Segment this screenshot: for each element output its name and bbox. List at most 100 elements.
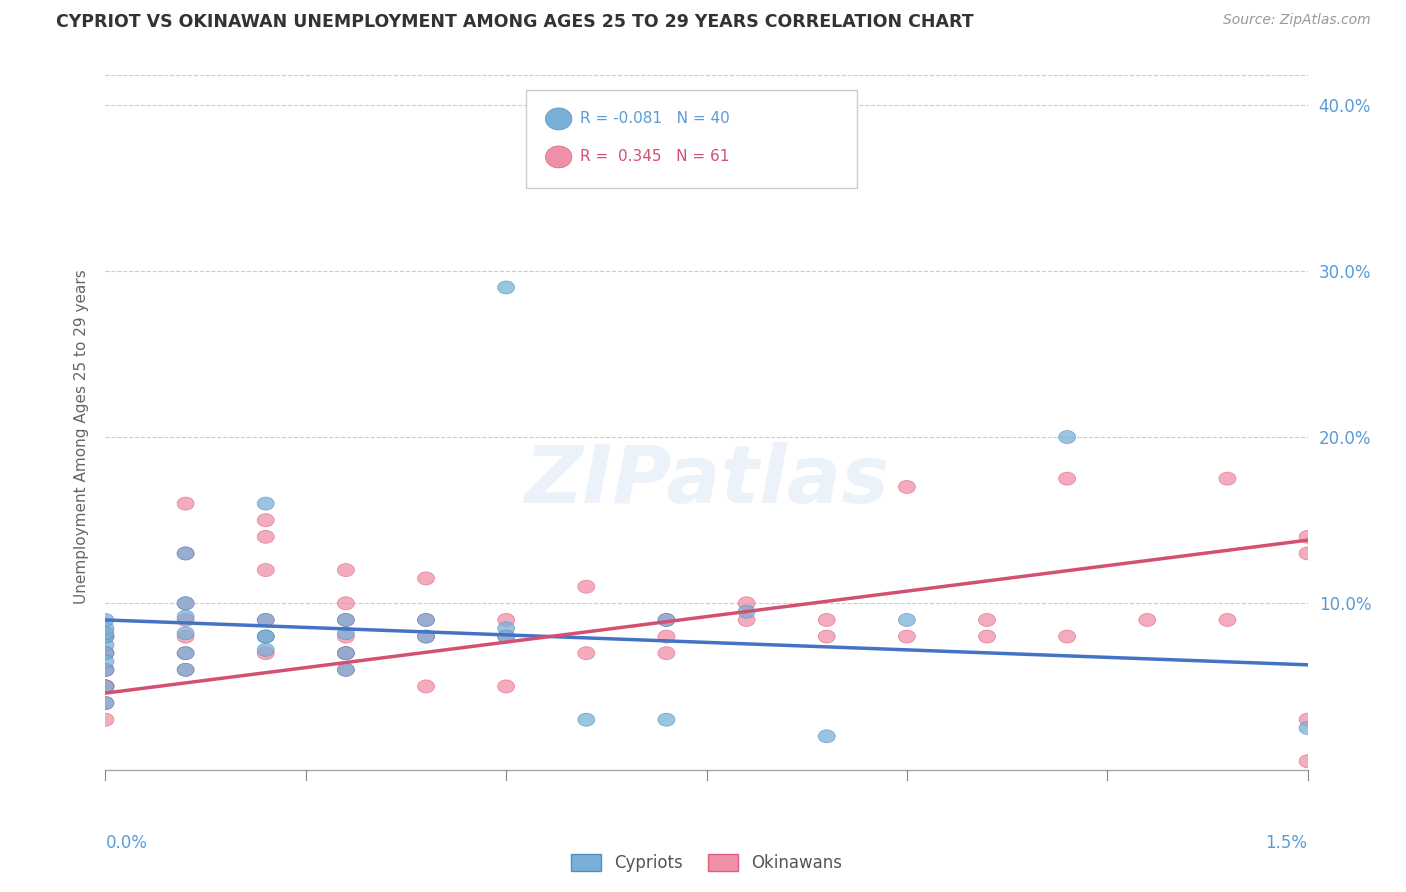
Ellipse shape [177, 610, 194, 624]
Ellipse shape [1059, 431, 1076, 443]
Ellipse shape [177, 497, 194, 510]
Ellipse shape [546, 146, 572, 168]
Ellipse shape [97, 639, 114, 651]
Ellipse shape [177, 647, 194, 660]
Ellipse shape [97, 630, 114, 643]
Ellipse shape [337, 614, 354, 626]
Ellipse shape [578, 580, 595, 593]
Ellipse shape [97, 655, 114, 668]
Ellipse shape [337, 597, 354, 610]
Ellipse shape [97, 697, 114, 709]
Ellipse shape [818, 730, 835, 743]
Ellipse shape [177, 547, 194, 560]
Ellipse shape [177, 647, 194, 660]
Ellipse shape [177, 614, 194, 626]
Ellipse shape [177, 627, 194, 640]
Ellipse shape [257, 647, 274, 660]
Legend: Cypriots, Okinawans: Cypriots, Okinawans [564, 847, 849, 879]
Ellipse shape [979, 614, 995, 626]
Ellipse shape [658, 714, 675, 726]
Text: R = -0.081   N = 40: R = -0.081 N = 40 [581, 112, 730, 127]
Ellipse shape [738, 597, 755, 610]
Ellipse shape [97, 630, 114, 643]
Ellipse shape [546, 108, 572, 130]
Ellipse shape [498, 614, 515, 626]
Ellipse shape [97, 647, 114, 660]
Ellipse shape [498, 622, 515, 635]
Ellipse shape [498, 680, 515, 693]
Ellipse shape [97, 680, 114, 693]
Ellipse shape [177, 597, 194, 610]
Ellipse shape [177, 664, 194, 676]
Ellipse shape [1299, 755, 1316, 768]
Ellipse shape [177, 547, 194, 560]
FancyBboxPatch shape [526, 90, 856, 188]
Ellipse shape [177, 597, 194, 610]
Ellipse shape [1299, 722, 1316, 734]
Text: CYPRIOT VS OKINAWAN UNEMPLOYMENT AMONG AGES 25 TO 29 YEARS CORRELATION CHART: CYPRIOT VS OKINAWAN UNEMPLOYMENT AMONG A… [56, 13, 974, 31]
Ellipse shape [418, 614, 434, 626]
Y-axis label: Unemployment Among Ages 25 to 29 years: Unemployment Among Ages 25 to 29 years [73, 269, 89, 605]
Ellipse shape [97, 627, 114, 640]
Ellipse shape [898, 630, 915, 643]
Ellipse shape [97, 647, 114, 660]
Ellipse shape [257, 614, 274, 626]
Ellipse shape [337, 647, 354, 660]
Ellipse shape [97, 630, 114, 643]
Ellipse shape [818, 614, 835, 626]
Ellipse shape [1219, 614, 1236, 626]
Ellipse shape [578, 647, 595, 660]
Ellipse shape [418, 630, 434, 643]
Ellipse shape [1299, 714, 1316, 726]
Ellipse shape [257, 643, 274, 657]
Ellipse shape [177, 664, 194, 676]
Ellipse shape [337, 647, 354, 660]
Ellipse shape [1139, 614, 1156, 626]
Text: ZIPatlas: ZIPatlas [524, 442, 889, 520]
Ellipse shape [1299, 531, 1316, 543]
Ellipse shape [257, 614, 274, 626]
Ellipse shape [498, 630, 515, 643]
Ellipse shape [257, 531, 274, 543]
Ellipse shape [97, 664, 114, 676]
Ellipse shape [97, 614, 114, 626]
Ellipse shape [418, 680, 434, 693]
Ellipse shape [337, 614, 354, 626]
Ellipse shape [738, 605, 755, 618]
Ellipse shape [257, 630, 274, 643]
Ellipse shape [738, 614, 755, 626]
Ellipse shape [979, 630, 995, 643]
Ellipse shape [898, 481, 915, 493]
Ellipse shape [337, 630, 354, 643]
Ellipse shape [337, 664, 354, 676]
Ellipse shape [418, 614, 434, 626]
Ellipse shape [658, 647, 675, 660]
Ellipse shape [1059, 630, 1076, 643]
Ellipse shape [257, 564, 274, 576]
Ellipse shape [177, 630, 194, 643]
Ellipse shape [97, 647, 114, 660]
Ellipse shape [337, 564, 354, 576]
Ellipse shape [818, 630, 835, 643]
Ellipse shape [97, 680, 114, 693]
Ellipse shape [498, 630, 515, 643]
Ellipse shape [337, 647, 354, 660]
Ellipse shape [257, 514, 274, 526]
Ellipse shape [97, 622, 114, 635]
Ellipse shape [257, 497, 274, 510]
Ellipse shape [1059, 472, 1076, 485]
Text: 1.5%: 1.5% [1265, 834, 1308, 852]
Ellipse shape [658, 614, 675, 626]
Ellipse shape [97, 680, 114, 693]
Ellipse shape [257, 630, 274, 643]
Ellipse shape [658, 630, 675, 643]
Text: Source: ZipAtlas.com: Source: ZipAtlas.com [1223, 13, 1371, 28]
Ellipse shape [658, 614, 675, 626]
Ellipse shape [337, 664, 354, 676]
Ellipse shape [498, 281, 515, 294]
Ellipse shape [97, 714, 114, 726]
Ellipse shape [337, 627, 354, 640]
Ellipse shape [97, 680, 114, 693]
Ellipse shape [418, 572, 434, 585]
Ellipse shape [97, 664, 114, 676]
